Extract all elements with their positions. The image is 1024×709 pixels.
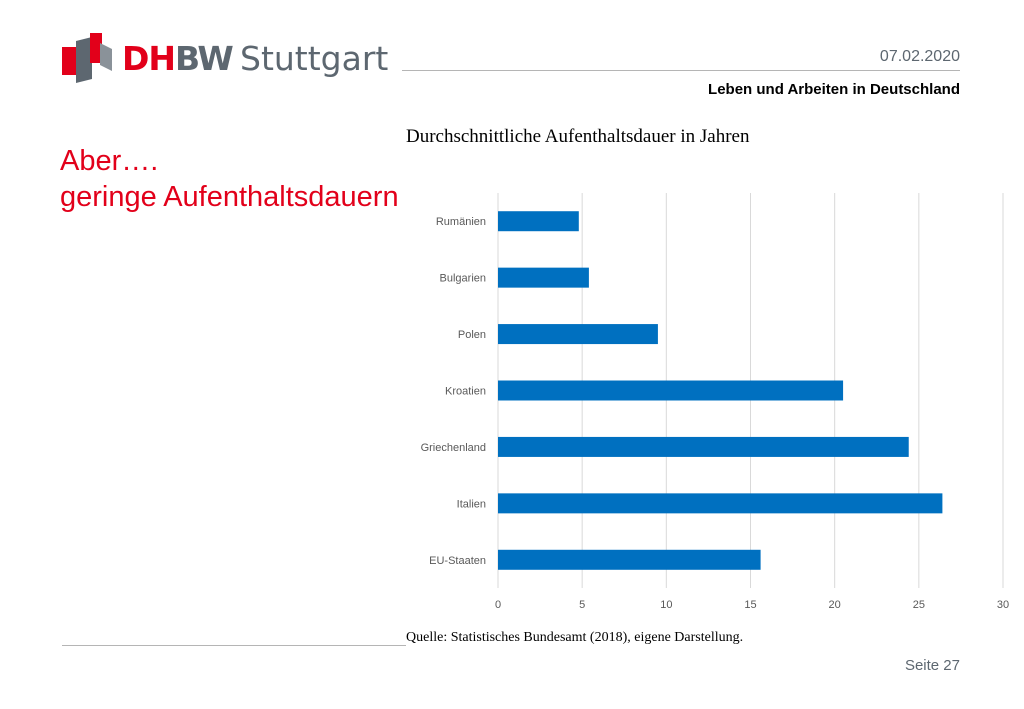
slide-title: Aber…. geringe Aufenthaltsdauern — [60, 143, 399, 215]
bar-4 — [498, 436, 909, 457]
slide-date: 07.02.2020 — [879, 48, 960, 65]
footer-divider — [62, 645, 406, 646]
category-label: Polen — [458, 329, 486, 341]
dhbw-logo: DH BW Stuttgart — [62, 33, 388, 85]
x-tick-label: 5 — [579, 599, 585, 611]
bar-3 — [498, 380, 844, 401]
page-number: Seite 27 — [904, 657, 960, 674]
bar-2 — [498, 324, 658, 345]
logo-text-city: Stuttgart — [240, 39, 389, 78]
logo-text-bw: BW — [175, 39, 234, 78]
slide-title-line-1: Aber…. — [60, 145, 159, 177]
bar-1 — [498, 267, 589, 288]
category-label: Griechenland — [421, 442, 486, 454]
source-note: Quelle: Statistisches Bundesamt (2018), … — [406, 630, 744, 645]
x-tick-label: 25 — [913, 599, 925, 611]
bar-0 — [498, 211, 579, 232]
category-label: Kroatien — [445, 386, 486, 398]
bar-chart: 0 5 10 15 20 25 30 Rumänien Bulgarien Polen Kroati… — [421, 193, 1009, 611]
category-label: Rumänien — [436, 216, 486, 228]
category-label: EU-Staaten — [429, 555, 486, 567]
logo-text-dh: DH — [122, 39, 176, 78]
x-tick-label: 10 — [660, 599, 672, 611]
bar-5 — [498, 493, 943, 514]
x-tick-label: 15 — [744, 599, 756, 611]
category-label: Italien — [457, 498, 486, 510]
bar-6 — [498, 549, 761, 570]
x-tick-label: 0 — [495, 599, 501, 611]
category-label: Bulgarien — [440, 273, 486, 285]
dhbw-logo-mark-icon — [62, 33, 112, 83]
chart-title: Durchschnittliche Aufenthaltsdauer in Ja… — [406, 126, 750, 147]
x-tick-label: 20 — [829, 599, 841, 611]
slide-title-line-2: geringe Aufenthaltsdauern — [60, 181, 399, 213]
slide-subtitle: Leben und Arbeiten in Deutschland — [708, 81, 960, 98]
header-divider — [402, 70, 960, 71]
x-tick-label: 30 — [997, 599, 1009, 611]
